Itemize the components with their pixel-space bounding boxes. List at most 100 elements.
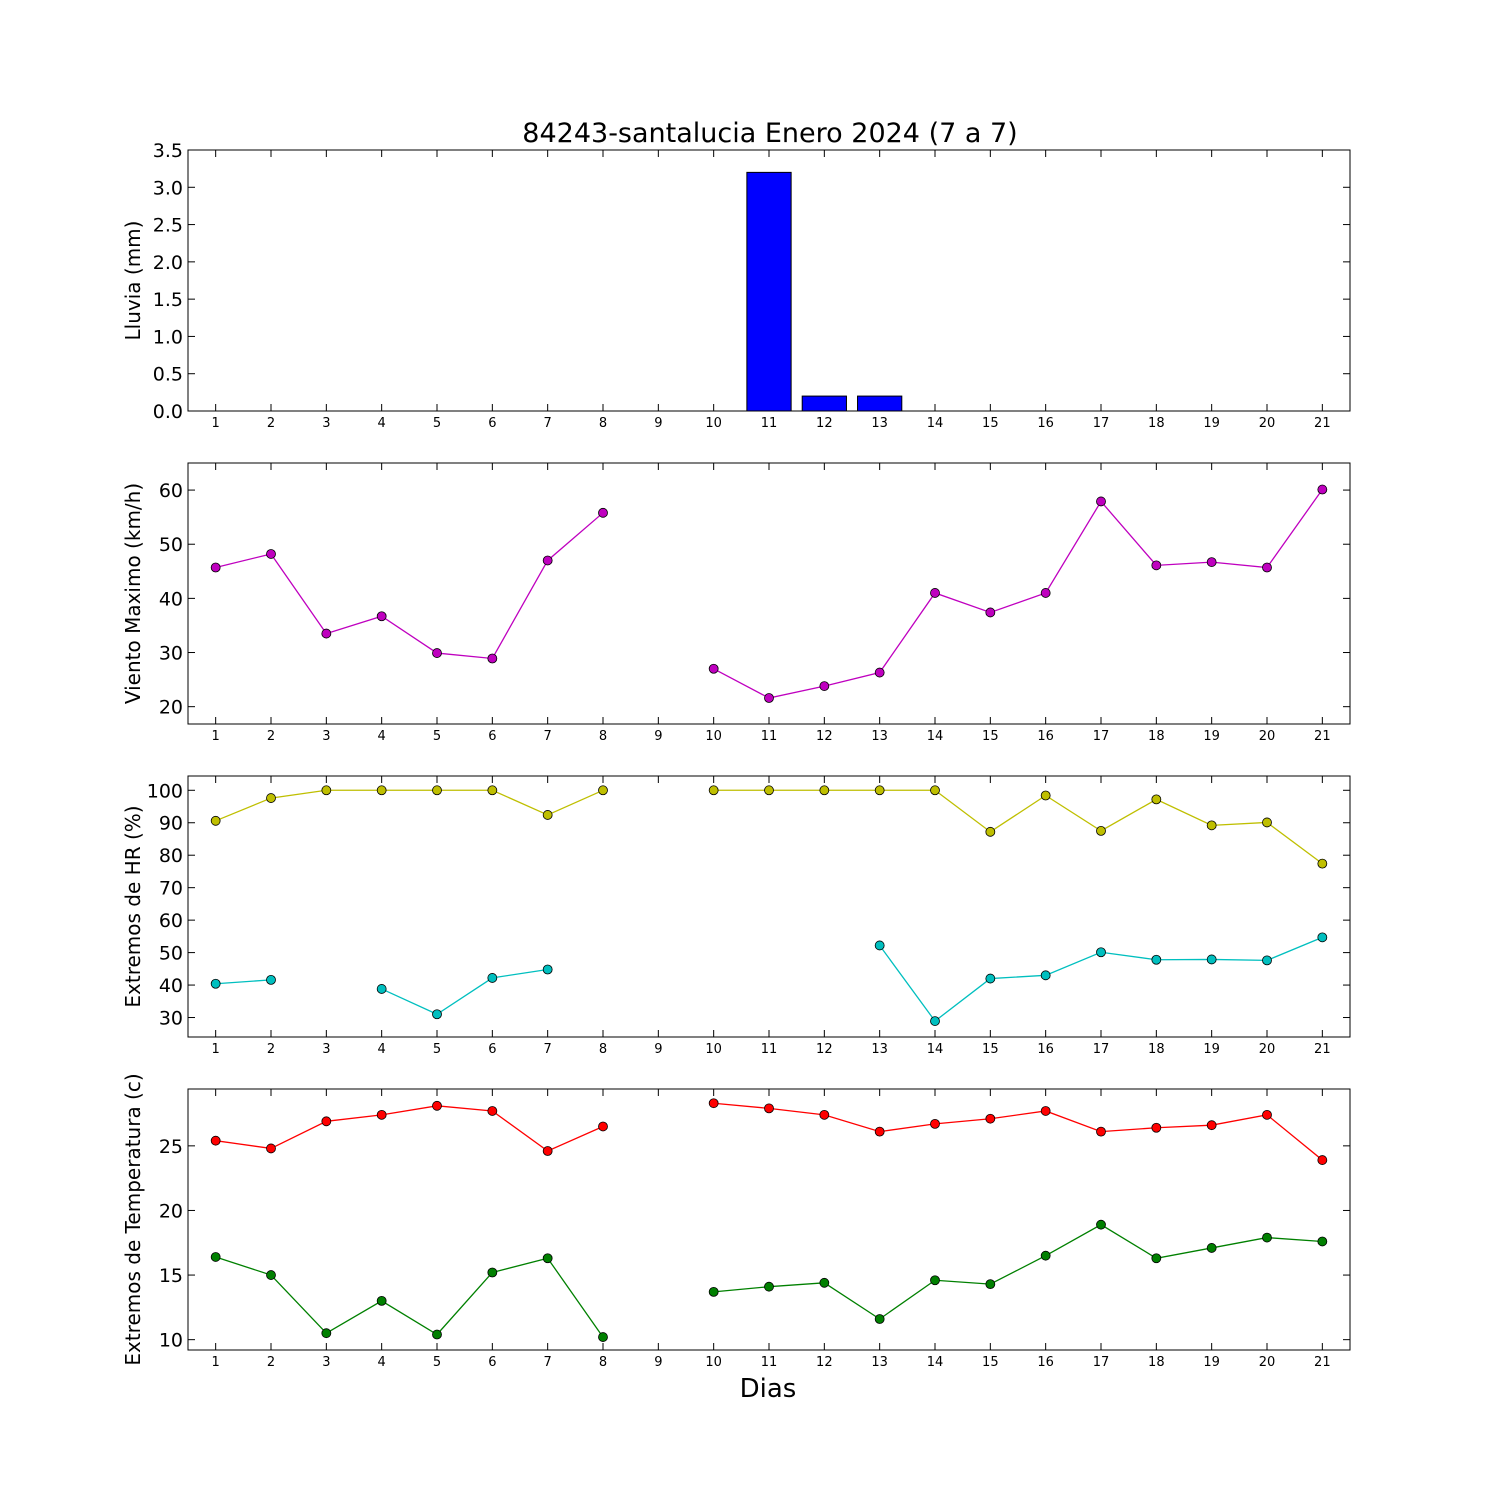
x-tick-label: 15 <box>982 1355 999 1370</box>
data-point <box>487 1106 498 1116</box>
x-tick-label: 3 <box>322 1042 330 1057</box>
x-tick-label: 9 <box>654 729 662 744</box>
x-tick-label: 16 <box>1037 1042 1054 1057</box>
data-point <box>376 1109 387 1120</box>
x-tick-label: 20 <box>1259 1042 1276 1057</box>
y-axis-label: Extremos de Temperatura (c) <box>121 1073 145 1365</box>
y-tick-label: 20 <box>159 697 183 719</box>
data-point <box>1151 1253 1162 1264</box>
x-tick-label: 18 <box>1148 416 1165 431</box>
x-tick-label: 6 <box>488 1042 496 1057</box>
x-tick-label: 9 <box>654 1355 662 1370</box>
data-point <box>985 1279 996 1290</box>
x-tick-label: 18 <box>1148 729 1165 744</box>
data-point <box>1040 1250 1051 1261</box>
y-tick-label: 25 <box>159 1136 183 1158</box>
x-tick-label: 15 <box>982 1042 999 1057</box>
x-tick-label: 1 <box>212 416 220 431</box>
x-tick-label: 13 <box>871 1042 888 1057</box>
series-line-1 <box>215 1105 604 1152</box>
data-point <box>210 1135 221 1146</box>
data-point <box>210 978 221 989</box>
y-tick-label: 100 <box>147 780 183 802</box>
data-point <box>1096 1219 1106 1230</box>
data-point <box>598 507 608 518</box>
data-point <box>1096 496 1106 507</box>
x-tick-label: 16 <box>1037 416 1054 431</box>
x-tick-label: 10 <box>705 1355 722 1370</box>
x-tick-label: 20 <box>1259 1355 1276 1370</box>
x-tick-label: 19 <box>1203 416 1220 431</box>
x-tick-label: 7 <box>544 1042 552 1057</box>
data-point <box>819 1109 830 1120</box>
data-point <box>487 973 498 983</box>
data-point <box>598 1332 608 1342</box>
data-point <box>210 1252 221 1262</box>
x-tick-label: 16 <box>1037 1355 1054 1370</box>
x-tick-label: 7 <box>544 729 552 744</box>
x-tick-label: 10 <box>705 1042 722 1057</box>
x-tick-label: 4 <box>378 1042 386 1057</box>
data-point <box>985 1113 996 1124</box>
x-tick-label: 13 <box>871 416 888 431</box>
data-point <box>542 1253 553 1264</box>
data-point <box>985 973 996 984</box>
data-point <box>487 653 498 664</box>
data-point <box>432 648 442 658</box>
bar <box>746 171 792 412</box>
x-tick-label: 11 <box>761 416 778 431</box>
x-tick-label: 21 <box>1314 1355 1331 1370</box>
x-tick-label: 6 <box>488 1355 496 1370</box>
x-tick-label: 13 <box>871 1355 888 1370</box>
x-tick-label: 12 <box>816 416 833 431</box>
data-point <box>487 785 498 796</box>
series-line-2 <box>713 1223 1323 1320</box>
x-tick-label: 4 <box>378 416 386 431</box>
data-point <box>930 785 940 796</box>
data-point <box>321 1116 332 1127</box>
x-tick-label: 12 <box>816 1355 833 1370</box>
x-tick-label: 5 <box>433 1355 441 1370</box>
x-tick-label: 19 <box>1203 1042 1220 1057</box>
data-point <box>598 785 608 796</box>
data-point <box>542 810 553 820</box>
x-tick-label: 13 <box>871 729 888 744</box>
data-point <box>819 1277 830 1288</box>
series-line-2 <box>215 1256 604 1338</box>
x-tick-label: 5 <box>433 416 441 431</box>
y-tick-label: 30 <box>159 1008 183 1030</box>
y-tick-label: 60 <box>159 480 183 502</box>
y-tick-label: 60 <box>159 910 183 932</box>
data-point <box>764 1281 774 1292</box>
data-point <box>376 984 387 994</box>
x-tick-label: 21 <box>1314 729 1331 744</box>
x-tick-label: 2 <box>267 729 275 744</box>
x-tick-label: 15 <box>982 729 999 744</box>
x-tick-label: 18 <box>1148 1042 1165 1057</box>
data-point <box>210 562 221 573</box>
x-tick-label: 14 <box>927 1355 944 1370</box>
x-tick-label: 17 <box>1093 1042 1110 1057</box>
data-point <box>1317 1155 1328 1165</box>
y-tick-label: 2.0 <box>153 252 183 274</box>
x-tick-label: 20 <box>1259 416 1276 431</box>
data-point <box>321 1328 332 1339</box>
data-point <box>708 1098 719 1109</box>
x-tick-label: 3 <box>322 1355 330 1370</box>
data-point <box>1317 484 1328 495</box>
series-line-2 <box>215 979 272 985</box>
series-line-1 <box>713 1102 1323 1161</box>
data-point <box>819 785 830 796</box>
y-axis-label: Extremos de HR (%) <box>121 805 145 1007</box>
series-line-1 <box>713 789 1323 865</box>
data-point <box>1040 588 1051 598</box>
x-tick-label: 5 <box>433 729 441 744</box>
data-point <box>1096 1126 1106 1137</box>
x-tick-label: 9 <box>654 1042 662 1057</box>
data-point <box>1317 1236 1328 1247</box>
data-point <box>708 1286 719 1297</box>
x-tick-label: 1 <box>212 1355 220 1370</box>
x-tick-label: 14 <box>927 416 944 431</box>
